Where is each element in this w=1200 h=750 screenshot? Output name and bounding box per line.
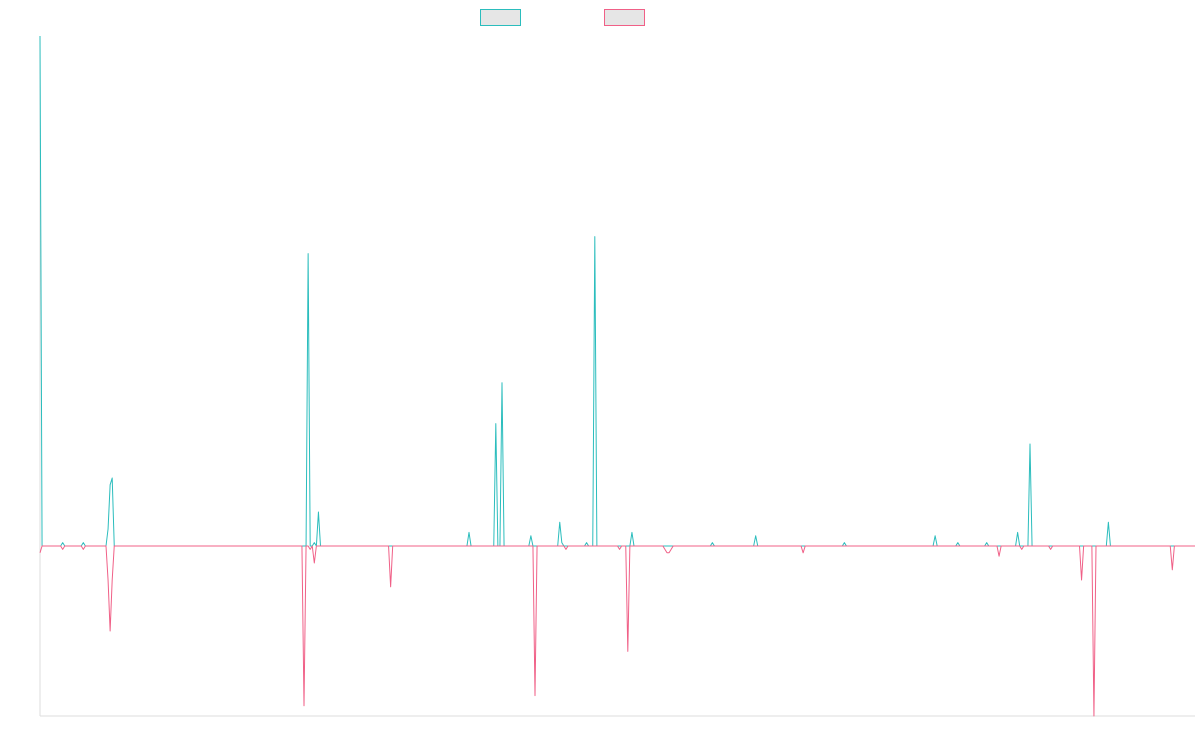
series-layer [39,35,1195,717]
series-line-2 [39,545,1195,717]
series-line-1 [39,35,1195,547]
chart-axes [39,36,1195,717]
legend-swatch-2[interactable] [604,9,645,26]
legend-swatch-1[interactable] [480,9,521,26]
legend [480,9,645,26]
